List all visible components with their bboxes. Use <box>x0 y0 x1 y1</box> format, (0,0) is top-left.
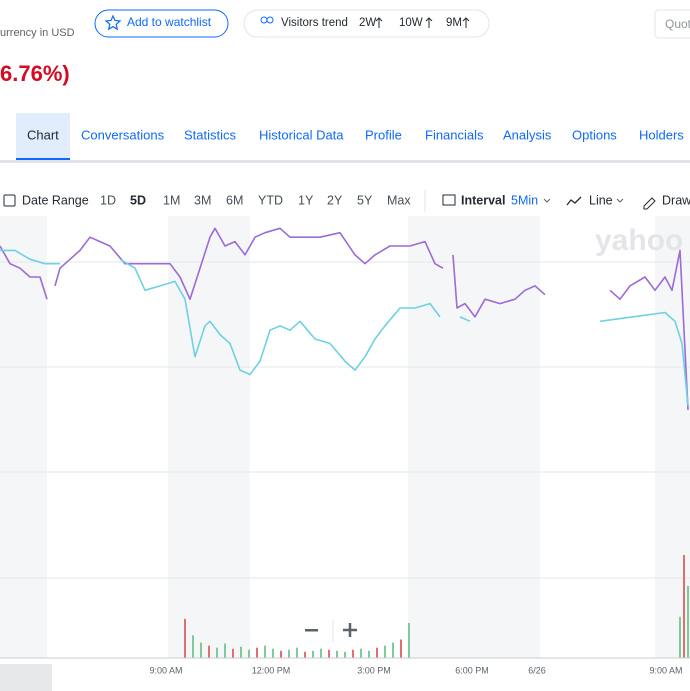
watermark: yahoo <box>595 224 683 257</box>
tab[interactable]: Analysis <box>503 127 552 142</box>
trend-arrow <box>375 17 383 28</box>
zoom-in[interactable] <box>343 623 357 637</box>
volume-bar <box>208 645 210 658</box>
interval-value[interactable]: 5Min <box>511 193 538 207</box>
trend-label: 2W <box>359 17 376 29</box>
volume-bar <box>304 651 306 658</box>
volume-bar <box>288 649 290 658</box>
volume-bar <box>679 616 681 658</box>
volume-bar <box>328 649 330 658</box>
tab[interactable]: Chart <box>27 127 59 142</box>
trend-label: 9M <box>446 17 462 29</box>
scroll-thumb[interactable] <box>0 664 52 691</box>
watchlist-button[interactable] <box>94 9 229 38</box>
range[interactable]: 1D <box>100 193 116 207</box>
volume-bar <box>280 650 282 658</box>
volume-bar <box>184 618 186 658</box>
volume-bar <box>296 647 298 658</box>
volume-bar <box>240 646 242 658</box>
star-icon <box>104 14 122 31</box>
currency: urrency in USD <box>0 27 75 39</box>
range[interactable]: YTD <box>258 193 283 207</box>
tab[interactable]: Conversations <box>81 127 165 142</box>
visitors-icon <box>266 16 274 24</box>
offhours-band <box>408 216 540 658</box>
x-tick-label: 9:00 AM <box>649 665 682 675</box>
range[interactable]: 2Y <box>327 193 343 207</box>
volume-bar <box>264 645 266 658</box>
range[interactable]: 1Y <box>298 193 314 207</box>
interval-icon <box>442 194 456 206</box>
range[interactable]: 5Y <box>357 193 373 207</box>
volume-bar <box>312 650 314 658</box>
line-icon <box>566 196 582 206</box>
draw-icon <box>643 197 656 210</box>
chevron <box>543 198 551 203</box>
x-tick-label: 6:00 PM <box>455 665 489 675</box>
chart-type[interactable]: Line <box>589 193 613 207</box>
tab[interactable]: Historical Data <box>259 127 344 142</box>
range[interactable]: 3M <box>194 193 211 207</box>
tab-divider <box>0 160 690 163</box>
range[interactable]: 6M <box>226 193 243 207</box>
grid <box>0 261 690 579</box>
volume-bar <box>200 642 202 658</box>
search-placeholder: Quot <box>665 17 690 31</box>
range[interactable]: Max <box>387 193 411 207</box>
volume-bar <box>376 647 378 658</box>
draw[interactable]: Draw <box>662 193 690 207</box>
tab[interactable]: Financials <box>425 127 484 142</box>
interval-label: Interval <box>461 193 505 207</box>
calendar-icon <box>3 194 16 207</box>
trend-arrow <box>425 17 433 28</box>
volume-bar <box>352 649 354 658</box>
price-change: 6.76%) <box>0 61 70 86</box>
volume-bar <box>232 648 234 658</box>
volume-bar <box>272 648 274 658</box>
volume-bar <box>683 555 685 658</box>
volume-bar <box>400 639 402 658</box>
volume-bar <box>224 643 226 658</box>
volume-bar <box>248 649 250 658</box>
active-tab-bg <box>16 113 70 160</box>
volume-bar <box>256 647 258 658</box>
x-tick-label: 12:00 PM <box>252 665 291 675</box>
volume-bar <box>192 635 194 658</box>
x-tick-label: 6/26 <box>528 665 546 675</box>
active-tab-underline <box>16 158 70 161</box>
tab[interactable]: Options <box>572 127 617 142</box>
volume-bar <box>392 642 394 658</box>
range[interactable]: 5D <box>130 193 146 207</box>
trend-arrow <box>462 17 470 28</box>
volume-bar <box>344 651 346 658</box>
search-box[interactable] <box>654 9 690 39</box>
volume-bar <box>408 622 410 658</box>
volume-bar <box>384 645 386 658</box>
range[interactable]: 1M <box>163 193 180 207</box>
tab[interactable]: Holders <box>639 127 684 142</box>
volume-bar <box>368 650 370 658</box>
volume-bar <box>320 648 322 658</box>
offhours-band <box>168 216 250 658</box>
visitors-pill[interactable] <box>243 9 490 38</box>
chevron <box>616 198 624 203</box>
price-line <box>0 227 689 410</box>
volume-bar <box>216 647 218 658</box>
zoom-out[interactable] <box>305 629 318 632</box>
volume-bar <box>687 585 689 658</box>
date-range[interactable]: Date Range <box>22 193 89 207</box>
visitors-label: Visitors trend <box>281 17 348 29</box>
trend-label: 10W <box>399 17 423 29</box>
offhours-band <box>0 216 47 658</box>
volume-bar <box>360 648 362 658</box>
tab[interactable]: Statistics <box>184 127 237 142</box>
watchlist-label: Add to watchlist <box>127 15 212 29</box>
x-tick-label: 9:00 AM <box>149 665 182 675</box>
price-line <box>0 249 689 406</box>
x-tick-label: 3:00 PM <box>357 665 391 675</box>
tab[interactable]: Profile <box>365 127 402 142</box>
volume-bar <box>336 650 338 658</box>
